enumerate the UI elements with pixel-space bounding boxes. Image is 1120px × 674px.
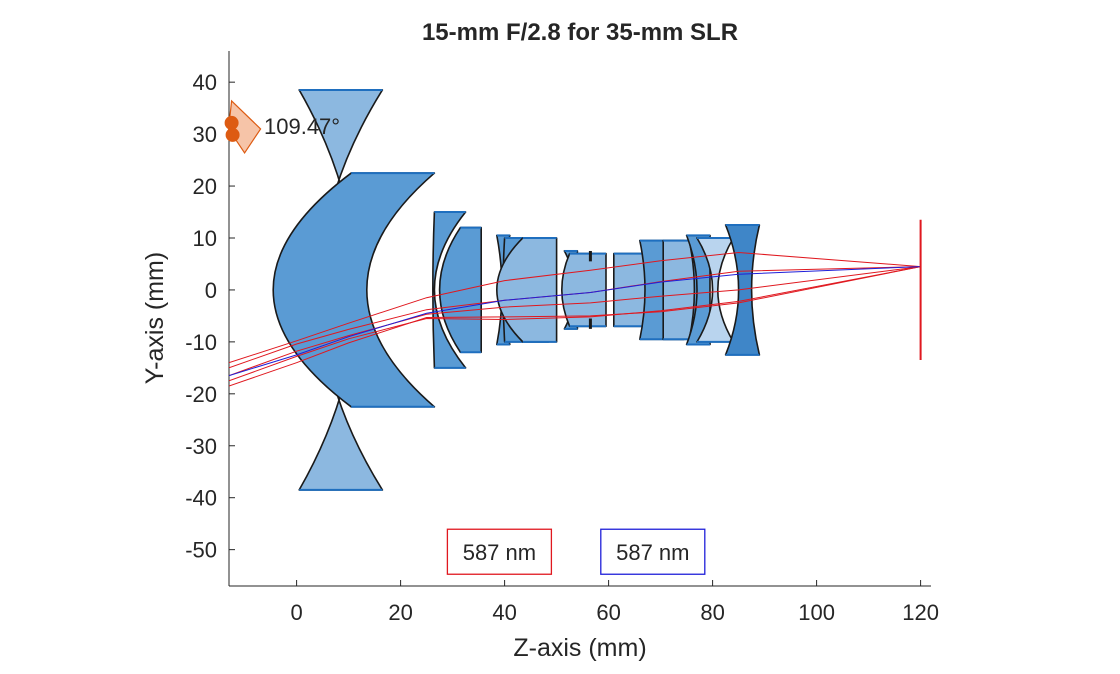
field-marker-dot: [224, 115, 239, 130]
ray-path: [229, 266, 921, 382]
x-tick-label: 0: [290, 600, 302, 625]
x-tick-label: 100: [798, 600, 835, 625]
legend-box: [446, 528, 553, 575]
y-tick-label: -30: [185, 434, 217, 459]
y-tick-label: 10: [193, 226, 217, 251]
x-tick-label: 20: [388, 600, 412, 625]
y-tick-label: 20: [193, 174, 217, 199]
field-angle-label: 109.47°: [264, 114, 340, 139]
legend-label: 587 nm: [616, 540, 689, 565]
ray-path: [229, 266, 921, 387]
y-tick-label: 0: [205, 278, 217, 303]
field-angle-indicator: 109.47°: [224, 99, 340, 154]
y-tick-label: 40: [193, 70, 217, 95]
legend: 587 nm 587 nm: [446, 528, 706, 575]
legend-label: 587 nm: [463, 540, 536, 565]
y-tick-label: -20: [185, 382, 217, 407]
ray-traces: [229, 251, 921, 387]
x-tick-label: 60: [596, 600, 620, 625]
y-tick-label: 30: [193, 122, 217, 147]
y-tick-label: -10: [185, 330, 217, 355]
ray-path: [229, 251, 921, 364]
ray-path: [229, 266, 921, 377]
lens-elements: [272, 88, 761, 491]
field-marker-dot: [225, 127, 240, 142]
x-tick-label: 120: [902, 600, 939, 625]
lens-element: [272, 172, 436, 408]
legend-box: [600, 528, 706, 575]
x-tick-label: 80: [700, 600, 724, 625]
lens-element: [724, 224, 761, 356]
chart-title: 15-mm F/2.8 for 35-mm SLR: [422, 19, 738, 46]
x-tick-label: 40: [492, 600, 516, 625]
x-axis-label: Z-axis (mm): [513, 634, 646, 662]
y-axis-label: Y-axis (mm): [141, 252, 169, 384]
y-tick-label: -50: [185, 538, 217, 563]
y-tick-label: -40: [185, 486, 217, 511]
lens-element: [662, 239, 696, 341]
ray-path: [229, 266, 921, 377]
